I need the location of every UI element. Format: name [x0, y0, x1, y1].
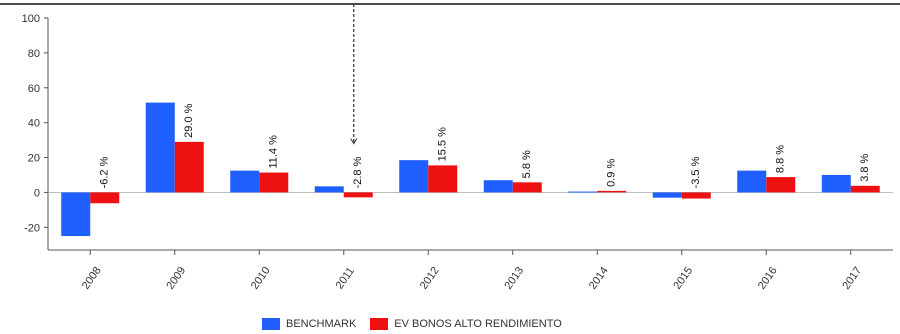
data-label-2009: 29.0 % — [183, 103, 195, 137]
data-label-2011: -2.8 % — [352, 156, 364, 188]
legend-swatch-benchmark — [262, 318, 280, 330]
bar-ev-bonos-2008 — [90, 192, 120, 204]
data-label-2014: 0.9 % — [606, 159, 618, 187]
data-label-2008: -6.2 % — [99, 156, 111, 188]
y-tick-label: 60 — [28, 83, 40, 95]
bar-ev-bonos-2013 — [512, 182, 542, 193]
data-label-2015: -3.5 % — [690, 156, 702, 188]
y-tick-label: 80 — [28, 48, 40, 60]
bar-ev-bonos-2012 — [428, 165, 458, 193]
y-tick-label: 0 — [34, 187, 40, 199]
legend-item-ev-bonos: EV BONOS ALTO RENDIMIENTO — [370, 318, 562, 330]
data-label-2010: 11.4 % — [268, 135, 280, 169]
bar-benchmark-2010 — [230, 170, 260, 193]
y-tick-label: -20 — [24, 222, 40, 234]
bar-ev-bonos-2014 — [597, 190, 627, 193]
bar-ev-bonos-2016 — [766, 177, 796, 193]
data-label-2013: 5.8 % — [521, 150, 533, 178]
y-tick-label: 100 — [22, 13, 40, 25]
bar-ev-bonos-2009 — [174, 141, 204, 193]
marker-arrowhead — [350, 138, 358, 145]
data-label-2017: 3.8 % — [859, 153, 871, 181]
data-label-2016: 8.8 % — [775, 145, 787, 173]
bar-ev-bonos-2010 — [259, 172, 289, 193]
data-label-2012: 15.5 % — [437, 127, 449, 161]
legend-item-benchmark: BENCHMARK — [262, 318, 356, 330]
legend-swatch-ev-bonos — [370, 318, 389, 330]
legend: BENCHMARK EV BONOS ALTO RENDIMIENTO — [262, 318, 576, 330]
legend-label-ev-bonos: EV BONOS ALTO RENDIMIENTO — [394, 318, 562, 330]
bar-benchmark-2016 — [737, 170, 767, 193]
bar-benchmark-2009 — [145, 102, 175, 193]
bar-benchmark-2014 — [568, 191, 598, 193]
y-tick-label: 20 — [28, 153, 40, 165]
bar-ev-bonos-2017 — [850, 185, 880, 193]
bar-benchmark-2011 — [314, 186, 344, 193]
bar-benchmark-2013 — [483, 180, 513, 193]
bar-benchmark-2012 — [399, 160, 429, 193]
bar-ev-bonos-2015 — [681, 192, 711, 199]
bar-benchmark-2015 — [652, 192, 682, 198]
bar-benchmark-2008 — [61, 192, 91, 237]
legend-label-benchmark: BENCHMARK — [286, 318, 357, 330]
bar-benchmark-2017 — [821, 174, 851, 193]
y-tick-label: 40 — [28, 118, 40, 130]
bar-ev-bonos-2011 — [343, 192, 373, 198]
